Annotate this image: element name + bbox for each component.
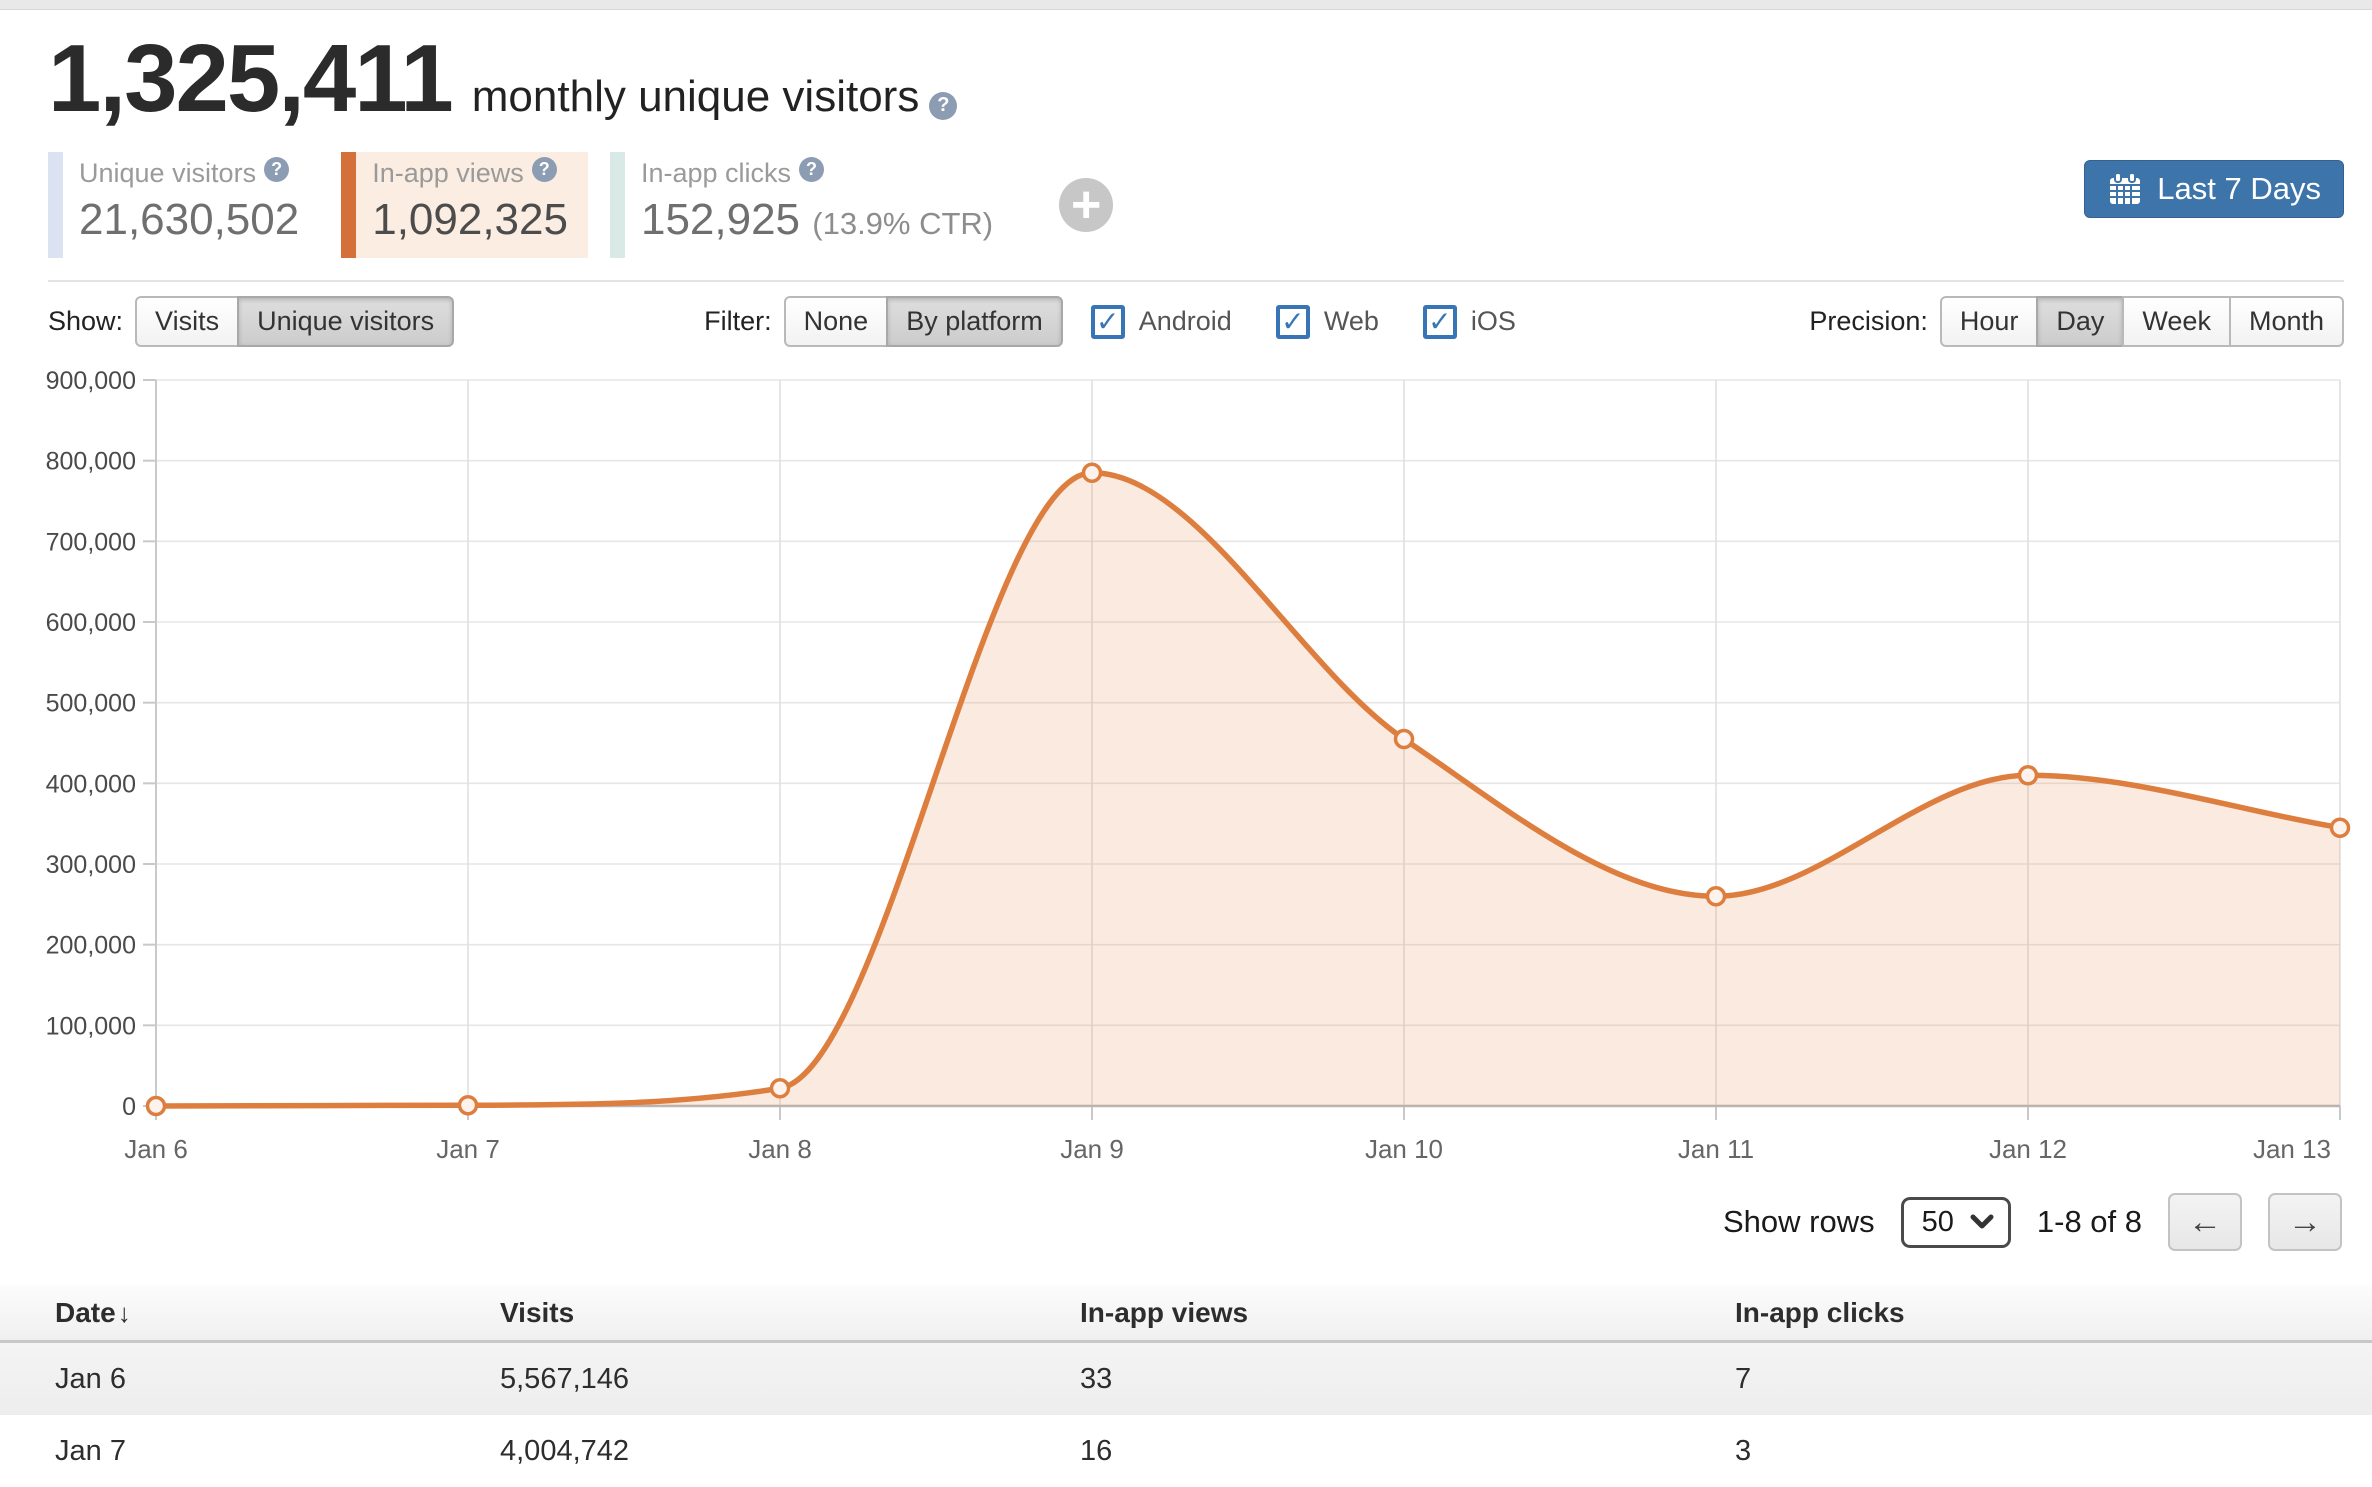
help-icon[interactable]: ? [264, 157, 290, 182]
rows-per-page-select[interactable]: 50 [1900, 1196, 2011, 1248]
svg-text:Jan 7: Jan 7 [436, 1134, 500, 1163]
metric-accent-bar [609, 152, 625, 258]
metric-label: Unique visitors [79, 158, 257, 188]
calendar-icon [2110, 172, 2141, 204]
svg-text:300,000: 300,000 [46, 851, 136, 879]
filter-segment: None By platform [783, 296, 1063, 347]
cell-visits: 4,004,742 [500, 1434, 630, 1467]
top-toolbar-edge [0, 0, 2372, 10]
precision-segment: Hour Day Week Month [1939, 296, 2344, 347]
column-header-in-app-clicks[interactable]: In-app clicks [1735, 1296, 1905, 1328]
cell-date: Jan 6 [55, 1362, 126, 1395]
svg-text:600,000: 600,000 [46, 609, 136, 637]
chevron-down-icon [1970, 1214, 1994, 1229]
cell-in-app-clicks: 7 [1735, 1362, 1752, 1395]
help-icon[interactable]: ? [799, 157, 825, 182]
next-page-button[interactable]: → [2268, 1193, 2342, 1251]
svg-text:100,000: 100,000 [46, 1012, 136, 1040]
cell-visits: 5,567,146 [500, 1362, 630, 1395]
precision-label: Precision: [1809, 306, 1928, 336]
column-header-visits[interactable]: Visits [500, 1296, 575, 1328]
metric-accent-bar [341, 152, 357, 258]
controls-row: Show: Visits Unique visitors Filter: Non… [0, 282, 2372, 357]
metric-label: In-app views [372, 158, 524, 188]
help-icon[interactable]: ? [531, 157, 557, 182]
date-range-button[interactable]: Last 7 Days [2084, 160, 2344, 218]
pagination-row: Show rows 50 1-8 of 8 ← → [0, 1193, 2342, 1251]
svg-text:Jan 6: Jan 6 [124, 1134, 188, 1163]
cell-in-app-clicks: 3 [1735, 1434, 1752, 1467]
help-icon[interactable]: ? [929, 91, 958, 120]
cell-in-app-views: 16 [1080, 1434, 1113, 1467]
svg-text:500,000: 500,000 [46, 690, 136, 718]
precision-option-hour[interactable]: Hour [1939, 296, 2039, 347]
metric-value: 152,925 (13.9% CTR) [640, 195, 994, 244]
checkbox-checked-icon: ✓ [1422, 304, 1457, 339]
precision-option-day[interactable]: Day [2036, 296, 2125, 347]
precision-option-month[interactable]: Month [2228, 296, 2344, 347]
show-option-visits[interactable]: Visits [135, 296, 240, 347]
metric-card-in-app-clicks[interactable]: In-app clicks ? 152,925 (13.9% CTR) [609, 152, 1013, 258]
metrics-row: Unique visitors ? 21,630,502 In-app view… [48, 152, 2344, 282]
svg-text:800,000: 800,000 [46, 448, 136, 476]
pagination-range-text: 1-8 of 8 [2036, 1204, 2142, 1239]
monthly-visitors-count: 1,325,411 [48, 25, 454, 132]
show-segment: Visits Unique visitors [135, 296, 455, 347]
svg-text:700,000: 700,000 [46, 528, 136, 556]
metric-ctr-suffix: (13.9% CTR) [812, 206, 994, 241]
checkbox-android[interactable]: ✓ Android [1090, 304, 1232, 339]
cell-date: Jan 7 [55, 1434, 126, 1467]
svg-text:Jan 9: Jan 9 [1060, 1134, 1124, 1163]
filter-group: Filter: None By platform ✓ Android ✓ Web… [704, 296, 1516, 347]
metric-card-unique-visitors[interactable]: Unique visitors ? 21,630,502 [48, 152, 319, 258]
svg-text:200,000: 200,000 [46, 932, 136, 960]
checkbox-checked-icon: ✓ [1090, 304, 1125, 339]
page-header: 1,325,411 monthly unique visitors ? [0, 10, 2372, 134]
precision-group: Precision: Hour Day Week Month [1809, 296, 2344, 347]
table-row: Jan 7 4,004,742 16 3 [0, 1415, 2372, 1487]
date-range-label: Last 7 Days [2157, 171, 2321, 206]
svg-text:400,000: 400,000 [46, 770, 136, 798]
add-metric-button[interactable]: + [1059, 178, 1114, 232]
cell-in-app-views: 33 [1080, 1362, 1113, 1395]
previous-page-button[interactable]: ← [2168, 1193, 2242, 1251]
svg-text:900,000: 900,000 [46, 367, 136, 395]
timeseries-area-chart[interactable]: 0 100,000 200,000 300,000 400,000 500,000 600,… [0, 363, 2372, 1164]
svg-text:Jan 13: Jan 13 [2253, 1134, 2331, 1163]
checkbox-web[interactable]: ✓ Web [1275, 304, 1379, 339]
filter-option-by-platform[interactable]: By platform [886, 296, 1063, 347]
metric-label: In-app clicks [640, 158, 792, 188]
svg-text:Jan 11: Jan 11 [1678, 1134, 1754, 1163]
svg-text:Jan 12: Jan 12 [1989, 1134, 2067, 1163]
checkbox-checked-icon: ✓ [1275, 304, 1310, 339]
metric-value: 1,092,325 [372, 195, 568, 244]
data-table: Date↓ Visits In-app views In-app clicks … [0, 1285, 2372, 1487]
table-row: Jan 6 5,567,146 33 7 [0, 1343, 2372, 1415]
metric-value: 21,630,502 [79, 195, 300, 244]
column-header-date[interactable]: Date↓ [55, 1296, 131, 1328]
filter-option-none[interactable]: None [783, 296, 889, 347]
platform-checkboxes: ✓ Android ✓ Web ✓ iOS [1090, 304, 1516, 339]
metric-card-in-app-views[interactable]: In-app views ? 1,092,325 [341, 152, 588, 258]
metric-accent-bar [48, 152, 63, 258]
svg-text:Jan 8: Jan 8 [748, 1134, 812, 1163]
precision-option-week[interactable]: Week [2122, 296, 2231, 347]
column-header-in-app-views[interactable]: In-app views [1080, 1296, 1249, 1328]
rows-per-page-value: 50 [1921, 1205, 1954, 1238]
svg-text:0: 0 [122, 1093, 136, 1121]
filter-label: Filter: [704, 306, 772, 336]
svg-text:Jan 10: Jan 10 [1365, 1134, 1443, 1163]
show-rows-label: Show rows [1723, 1204, 1875, 1239]
table-header-row: Date↓ Visits In-app views In-app clicks [0, 1285, 2372, 1343]
checkbox-ios[interactable]: ✓ iOS [1422, 304, 1516, 339]
monthly-visitors-label: monthly unique visitors [471, 72, 920, 121]
show-label: Show: [48, 306, 124, 336]
sort-descending-icon: ↓ [117, 1297, 131, 1328]
show-option-unique-visitors[interactable]: Unique visitors [237, 296, 455, 347]
